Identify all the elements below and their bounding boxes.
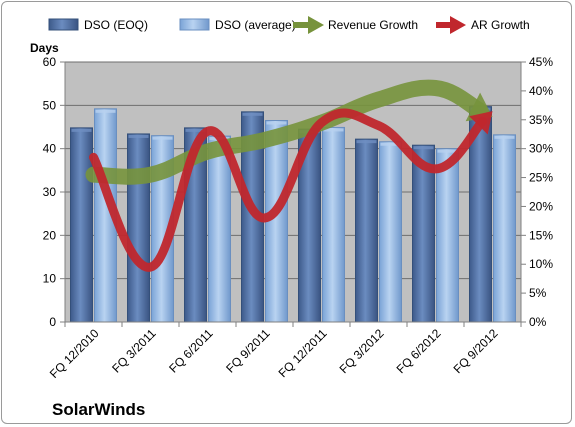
bar-dso-average [436,148,459,323]
y-tick-label-left: 60 [43,55,57,69]
bar-top-dso-eoq [128,134,149,138]
y-tick-label-right: 40% [529,84,553,98]
x-tick-label: FQ 3/2012 [337,326,387,376]
x-tick-label: FQ 12/2010 [47,326,102,381]
x-tick-label: FQ 6/2012 [394,326,444,376]
legend-swatch-dso-average [179,18,210,31]
x-axis: FQ 12/2010 FQ 3/2011 FQ 6/2011 FQ 9/2011 FQ … [47,321,522,381]
y-axis-left-title: Days [30,41,59,55]
bar-top-dso-average [380,142,401,146]
legend-label-dso-average: DSO (average) [215,18,296,32]
y-tick-label-right: 15% [529,228,553,242]
legend-label-ar-growth: AR Growth [471,18,530,32]
x-tick-label: FQ 9/2011 [223,326,273,376]
bar-dso-average [379,141,402,323]
bar-top-dso-average [494,135,515,139]
y-tick-label-left: 20 [43,228,57,242]
y-tick-label-right: 30% [529,142,553,156]
bar-top-dso-eoq [185,128,206,132]
legend-label-dso-eoq: DSO (EOQ) [84,18,148,32]
x-tick-label: FQ 6/2011 [166,326,216,376]
y-tick-label-right: 25% [529,171,553,185]
legend-swatch-revenue-growth [293,16,324,34]
bar-top-dso-average [437,149,458,153]
bar-top-dso-eoq [242,112,263,116]
line-series [85,79,493,272]
y-tick-label-right: 5% [529,286,547,300]
bar-dso-eoq [355,138,378,323]
bar-dso-average [493,134,516,323]
x-tick-label: FQ 3/2011 [109,326,159,376]
y-tick-label-left: 40 [43,142,57,156]
bar-top-dso-average [323,128,344,132]
bar-top-dso-eoq [413,146,434,150]
bar-dso-eoq [127,133,150,323]
legend: DSO (EOQ) DSO (average) Revenue Growth A… [48,16,530,34]
y-tick-label-right: 20% [529,199,553,213]
x-tick-label: FQ 9/2012 [451,326,501,376]
bar-top-dso-average [266,121,287,125]
legend-label-revenue-growth: Revenue Growth [328,18,418,32]
company-name: SolarWinds [52,400,145,419]
y-tick-label-right: 35% [529,113,553,127]
arrowhead-ar-growth [469,111,493,135]
legend-swatch-ar-growth [436,16,466,34]
y-axis-right: 0% 5% 10% 15% 20% 25% 30% 35% 40% 45% [520,55,553,329]
line-revenue-growth [85,79,487,185]
y-tick-label-left: 50 [43,98,57,112]
y-axis-left: 0 10 20 30 40 50 60 [43,55,66,329]
bar-top-dso-average [95,109,116,113]
bar-top-dso-eoq [356,140,377,144]
y-tick-label-right: 45% [529,55,553,69]
bar-top-dso-average [152,136,173,140]
y-tick-label-right: 0% [529,315,547,329]
x-tick-label: FQ 12/2011 [276,326,330,380]
legend-swatch-dso-eoq [48,18,79,31]
bar-top-dso-eoq [71,128,92,132]
y-tick-label-right: 10% [529,257,553,271]
bar-dso-average [322,126,345,323]
y-tick-label-left: 30 [43,185,57,199]
y-tick-label-left: 0 [49,315,56,329]
y-tick-label-left: 10 [43,272,57,286]
bar-dso-average [208,135,231,323]
line-ar-growth [89,108,488,272]
